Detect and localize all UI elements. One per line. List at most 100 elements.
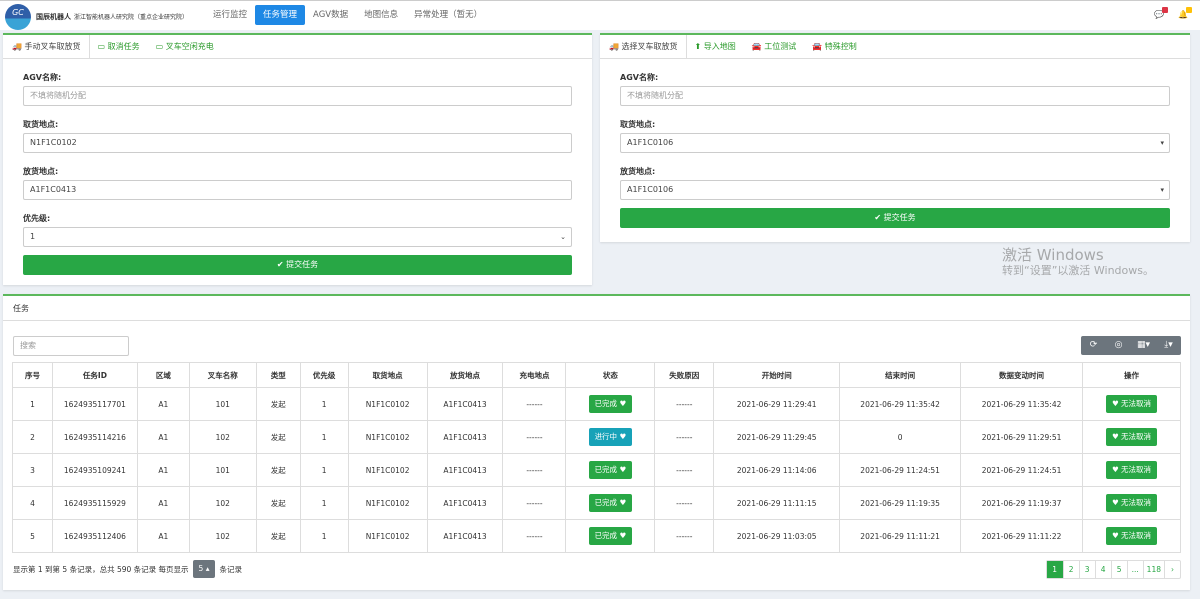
table-cell: 2 (12, 420, 53, 454)
car-icon: 🚘 (751, 42, 762, 51)
cancel-task-button[interactable]: ♥ 无法取消 (1105, 461, 1158, 479)
column-header[interactable]: 失败原因 (654, 362, 715, 388)
menu-task-management[interactable]: 任务管理 (255, 5, 306, 25)
tab-idle-charge[interactable]: ▭ 叉车空闲充电 (155, 42, 214, 51)
table-cell: 101 (188, 453, 257, 487)
toggle-view-icon[interactable]: ◎ (1114, 340, 1123, 350)
page-button[interactable]: 5 (1110, 561, 1127, 578)
column-header[interactable]: 开始时间 (713, 362, 841, 388)
drop-location-select[interactable]: A1F1C0106 ▾ (620, 180, 1170, 200)
table-cell: A1F1C0413 (426, 453, 504, 487)
column-header[interactable]: 充电地点 (502, 362, 567, 388)
column-header[interactable]: 操作 (1081, 362, 1182, 388)
agv-name-input[interactable]: 不填将随机分配 (23, 86, 572, 106)
menu-monitor[interactable]: 运行监控 (213, 10, 248, 20)
export-icon[interactable]: ⤓▾ (1164, 340, 1173, 350)
records-suffix: 条记录 (219, 564, 242, 574)
table-cell: A1 (136, 519, 190, 553)
menu-map-info[interactable]: 地图信息 (364, 10, 399, 20)
column-header[interactable]: 结束时间 (839, 362, 962, 388)
column-header[interactable]: 优先级 (299, 362, 349, 388)
cancel-task-button[interactable]: ♥ 无法取消 (1105, 527, 1158, 545)
next-page-button[interactable]: › (1164, 561, 1180, 578)
table-cell: ♥ 无法取消 (1081, 420, 1182, 454)
table-cell: 2021-06-29 11:03:05 (713, 519, 841, 553)
table-row: 1 1624935117701 A1 101 发起 1 N1F1C0102 A1F1C0413… (12, 387, 1182, 421)
table-cell: ♥ 无法取消 (1081, 486, 1182, 520)
page-size-select[interactable]: 5 ▴ (192, 560, 216, 578)
truck-icon: 🚚 (609, 42, 619, 51)
tab-manual-forklift[interactable]: 🚚 手动叉车取放货 (3, 35, 90, 58)
status-badge: 已完成 ♥ (588, 461, 633, 479)
status-badge: 已完成 ♥ (588, 494, 633, 512)
message-icon[interactable]: 💬 (1154, 7, 1168, 20)
tasks-panel: 任务 搜索 ⟳ ◎ ▦▾ ⤓▾ 序号 任务ID 区域 叉车名称 类型 优先级 取货地点 放货地… (3, 294, 1190, 590)
page-button[interactable]: ... (1126, 561, 1143, 578)
cancel-task-button[interactable]: ♥ 无法取消 (1105, 428, 1158, 446)
table-cell: A1F1C0413 (426, 387, 504, 421)
notification-icon[interactable]: 🔔 (1178, 7, 1192, 20)
column-header[interactable]: 数据变动时间 (960, 362, 1083, 388)
column-header[interactable]: 区域 (136, 362, 190, 388)
menu-exceptions[interactable]: 异常处理（暂无） (414, 10, 483, 20)
column-header[interactable]: 取货地点 (347, 362, 428, 388)
drop-location-input[interactable]: A1F1C0413 (23, 180, 572, 200)
brand: 国辰机器人 浙江智能机器人研究院（重点企业研究院） (36, 12, 188, 22)
refresh-icon[interactable]: ⟳ (1089, 340, 1098, 350)
page-button[interactable]: 3 (1078, 561, 1095, 578)
search-input[interactable]: 搜索 (13, 336, 129, 356)
page-button[interactable]: 2 (1062, 561, 1079, 578)
page-button[interactable]: 118 (1142, 561, 1164, 578)
table-cell: 1 (299, 387, 349, 421)
table-cell: N1F1C0102 (347, 519, 428, 553)
columns-icon[interactable]: ▦▾ (1136, 340, 1151, 350)
table-cell: 2021-06-29 11:35:42 (839, 387, 962, 421)
tab-select-forklift[interactable]: 🚚 选择叉车取放货 (600, 35, 687, 58)
table-cell: 2021-06-29 11:19:37 (960, 486, 1083, 520)
pick-location-input[interactable]: N1F1C0102 (23, 133, 572, 153)
manual-task-panel: 🚚 手动叉车取放货 ▭ 取消任务 ▭ 叉车空闲充电 AGV名称: 不填将随机分配… (3, 33, 592, 285)
column-header[interactable]: 任务ID (51, 362, 138, 388)
cancel-task-button[interactable]: ♥ 无法取消 (1105, 494, 1158, 512)
pick-location-select[interactable]: A1F1C0106 ▾ (620, 133, 1170, 153)
tasks-title: 任务 (3, 296, 1190, 321)
page-button[interactable]: 1 (1046, 561, 1063, 578)
battery-icon: ▭ (155, 42, 164, 51)
heart-icon: ♥ (617, 465, 627, 474)
table-cell: 102 (188, 519, 257, 553)
column-header[interactable]: 序号 (12, 362, 53, 388)
watermark-line1: 激活 Windows (1002, 246, 1104, 264)
tab-cancel-task[interactable]: ▭ 取消任务 (97, 42, 140, 51)
table-cell: ------ (502, 420, 567, 454)
priority-select[interactable]: 1 ⌄ (23, 227, 572, 247)
top-nav: GC 国辰机器人 浙江智能机器人研究院（重点企业研究院） 运行监控 任务管理 AG… (0, 0, 1200, 30)
tab-station-test[interactable]: 🚘 工位测试 (751, 42, 797, 51)
tab-import-map[interactable]: ⬆ 导入地图 (694, 42, 736, 51)
cancel-task-button[interactable]: ♥ 无法取消 (1105, 395, 1158, 413)
drop-label: 放货地点: (23, 167, 59, 176)
column-header[interactable]: 状态 (565, 362, 656, 388)
table-cell: 发起 (255, 387, 301, 421)
table-cell: 已完成 ♥ (565, 387, 656, 421)
records-info: 显示第 1 到第 5 条记录，总共 590 条记录 每页显示 (13, 564, 189, 574)
table-cell: 1624935109241 (51, 453, 138, 487)
submit-task-button[interactable]: ✔ 提交任务 (23, 255, 572, 275)
column-header[interactable]: 放货地点 (426, 362, 504, 388)
menu-agv-data[interactable]: AGV数据 (313, 10, 349, 20)
tab-special-control[interactable]: 🚘 特殊控制 (812, 42, 857, 51)
table-cell: ♥ 无法取消 (1081, 387, 1182, 421)
page-button[interactable]: 4 (1094, 561, 1111, 578)
agv-name-input[interactable]: 不填将随机分配 (620, 86, 1170, 106)
upload-icon: ⬆ (694, 42, 702, 51)
table-cell: 发起 (255, 519, 301, 553)
heart-icon: ♥ (1111, 498, 1122, 507)
table-cell: ------ (654, 420, 715, 454)
column-header[interactable]: 类型 (255, 362, 301, 388)
pick-label: 取货地点: (620, 120, 656, 129)
table-cell: 2021-06-29 11:29:51 (960, 420, 1083, 454)
table-cell: 1624935112406 (51, 519, 138, 553)
table-cell: 0 (839, 420, 962, 454)
table-cell: 2021-06-29 11:35:42 (960, 387, 1083, 421)
column-header[interactable]: 叉车名称 (188, 362, 257, 388)
submit-task-button[interactable]: ✔ 提交任务 (620, 208, 1170, 228)
